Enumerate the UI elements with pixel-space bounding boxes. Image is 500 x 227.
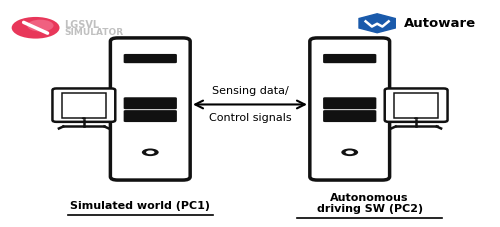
Text: Control signals: Control signals (208, 113, 292, 123)
Text: driving SW (PC2): driving SW (PC2) (316, 204, 422, 214)
Text: Autoware: Autoware (404, 17, 476, 30)
Circle shape (27, 20, 54, 32)
FancyBboxPatch shape (110, 38, 190, 180)
FancyBboxPatch shape (124, 110, 177, 122)
FancyBboxPatch shape (323, 110, 376, 122)
Circle shape (342, 148, 358, 156)
Circle shape (12, 17, 60, 39)
Text: Simulated world (PC1): Simulated world (PC1) (70, 201, 210, 211)
Circle shape (82, 117, 86, 119)
FancyBboxPatch shape (310, 38, 390, 180)
FancyBboxPatch shape (323, 97, 376, 109)
FancyBboxPatch shape (52, 89, 116, 122)
Circle shape (142, 148, 158, 156)
FancyBboxPatch shape (124, 54, 177, 63)
FancyBboxPatch shape (124, 97, 177, 109)
FancyBboxPatch shape (323, 54, 376, 63)
Text: Sensing data/: Sensing data/ (212, 86, 288, 96)
Text: LGSVL: LGSVL (64, 20, 100, 30)
Text: SIMULATOR: SIMULATOR (64, 28, 124, 37)
Bar (62, 93, 106, 118)
Polygon shape (359, 14, 396, 33)
Circle shape (414, 117, 418, 119)
Bar (394, 93, 438, 118)
FancyBboxPatch shape (384, 89, 448, 122)
Text: Autonomous: Autonomous (330, 193, 409, 203)
Circle shape (146, 151, 154, 154)
Circle shape (346, 151, 354, 154)
